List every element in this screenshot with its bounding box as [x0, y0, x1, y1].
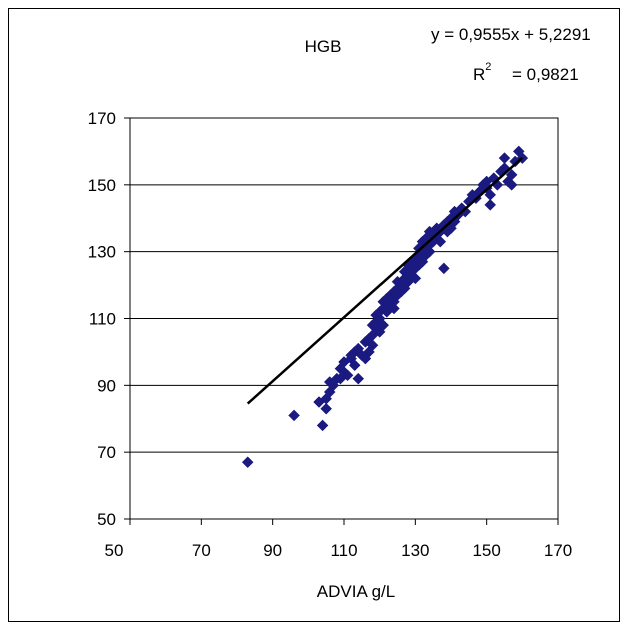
chart-frame	[8, 8, 620, 622]
data-point	[288, 409, 300, 422]
y-tick-label-90: 90	[97, 376, 116, 395]
data-point	[484, 199, 497, 211]
x-axis-title: ADVIA g/L	[317, 582, 395, 601]
x-tick-label-110: 110	[330, 541, 357, 560]
x-tick-label-130: 130	[401, 541, 429, 560]
x-tick-label-50: 50	[105, 541, 124, 560]
r-squared-symbol: R	[473, 65, 485, 84]
data-point	[366, 339, 379, 352]
data-points	[241, 145, 529, 469]
tick-labels: 50 70 90 110 130 150 170 50 70 90 110 130 150 170	[88, 109, 573, 560]
gridlines	[130, 117, 558, 453]
x-tick-label-170: 170	[544, 541, 572, 560]
data-point	[341, 369, 354, 382]
data-point	[505, 178, 518, 191]
data-point	[459, 205, 472, 218]
y-tick-label-130: 130	[88, 243, 116, 262]
data-point	[434, 235, 447, 248]
y-tick-label-50: 50	[97, 510, 116, 529]
data-point	[388, 302, 400, 315]
data-point	[316, 419, 329, 432]
r-squared-label: R2	[473, 61, 491, 84]
data-point	[352, 372, 365, 385]
data-point	[498, 152, 511, 164]
data-point	[348, 359, 361, 372]
y-tick-label-150: 150	[88, 176, 116, 195]
y-tick-label-170: 170	[88, 109, 116, 128]
data-point	[377, 319, 390, 332]
y-tick-label-110: 110	[89, 310, 116, 329]
data-point	[423, 245, 436, 258]
x-tick-label-90: 90	[263, 541, 282, 560]
trendline	[246, 156, 524, 405]
x-tick-label-150: 150	[472, 541, 500, 560]
axes	[124, 117, 559, 525]
data-point	[505, 168, 518, 181]
data-point	[241, 456, 254, 469]
chart-title: HGB	[305, 37, 342, 56]
y-tick-label-70: 70	[97, 443, 116, 462]
r-squared-value: = 0,9821	[512, 65, 579, 84]
trendline-group	[246, 156, 524, 405]
regression-equation: y = 0,9555x + 5,2291	[431, 25, 591, 44]
data-point	[409, 272, 422, 285]
r-squared-superscript: 2	[485, 61, 491, 73]
x-tick-label-70: 70	[192, 541, 211, 560]
data-point	[438, 262, 450, 275]
data-point	[320, 402, 333, 415]
